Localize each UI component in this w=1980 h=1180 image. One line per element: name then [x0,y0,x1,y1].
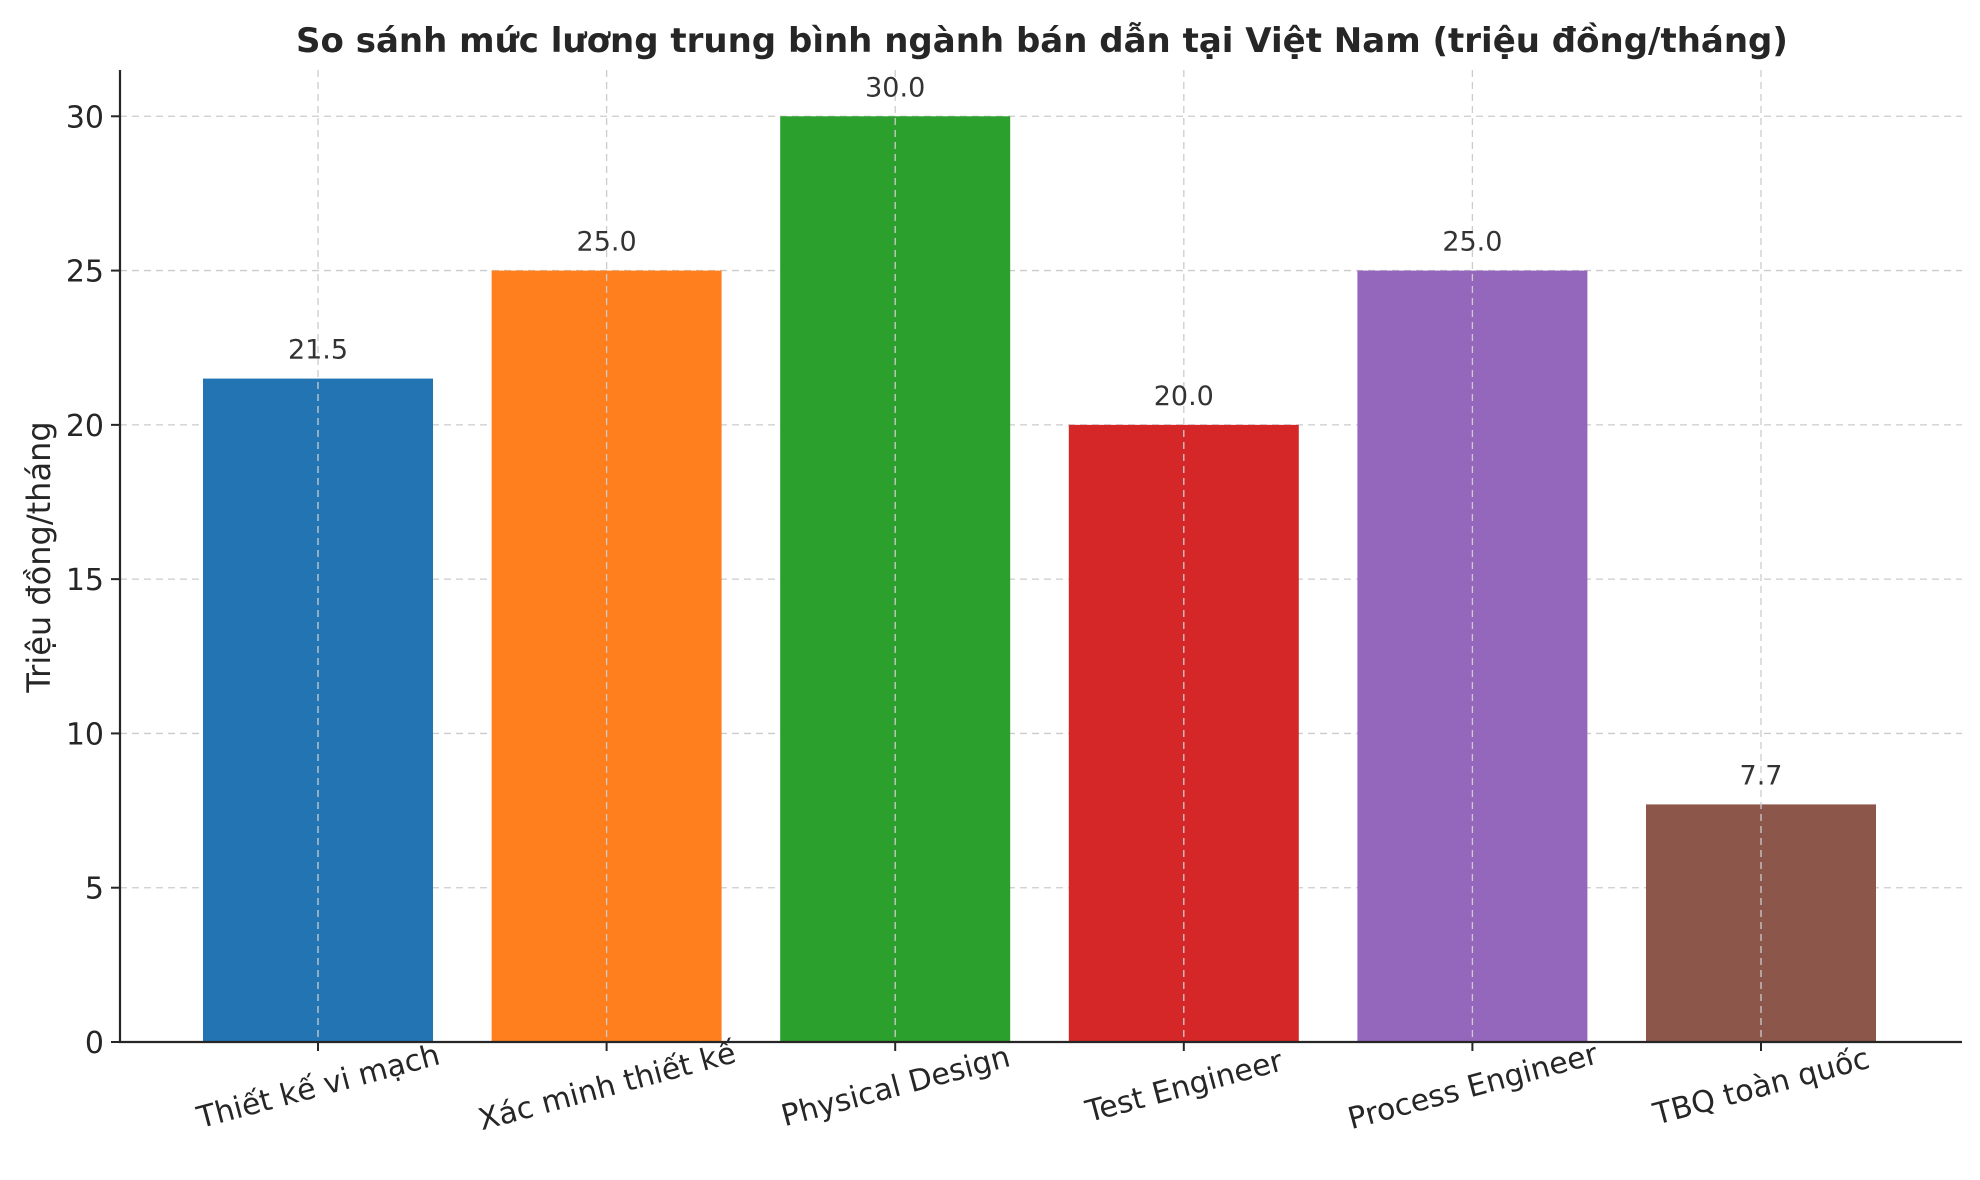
x-tick-label: Physical Design [778,1039,1014,1134]
value-label: 7.7 [1740,760,1783,791]
y-tick-label: 10 [66,717,104,752]
y-tick-label: 0 [85,1026,104,1061]
x-tick-label: TBQ toàn quốc [1649,1041,1873,1133]
value-label: 20.0 [1154,381,1214,412]
x-tick-label: Process Engineer [1344,1036,1602,1136]
y-tick-label: 30 [66,100,104,135]
value-label: 30.0 [865,72,925,103]
x-tick-label: Thiết kế vi mạch [193,1038,444,1137]
axes [118,70,1962,1044]
value-label: 25.0 [577,227,637,258]
y-ticks: 0 5 10 15 20 25 30 [66,100,120,1061]
y-tick-label: 20 [66,409,104,444]
y-tick-label: 5 [85,872,104,907]
x-ticks: Thiết kế vi mạch Xác minh thiết kế Physica… [193,1036,1874,1138]
vertical-grid-lines [317,70,1762,1042]
value-label: 21.5 [288,335,348,366]
x-tick-label: Test Engineer [1081,1044,1287,1131]
y-tick-label: 25 [66,255,104,290]
chart-title: So sánh mức lương trung bình ngành bán d… [296,21,1788,61]
value-label: 25.0 [1442,227,1502,258]
y-axis-label: Triệu đồng/tháng [20,421,58,693]
y-tick-label: 15 [66,563,104,598]
value-labels: 21.5 25.0 30.0 20.0 25.0 7.7 [288,72,1783,791]
